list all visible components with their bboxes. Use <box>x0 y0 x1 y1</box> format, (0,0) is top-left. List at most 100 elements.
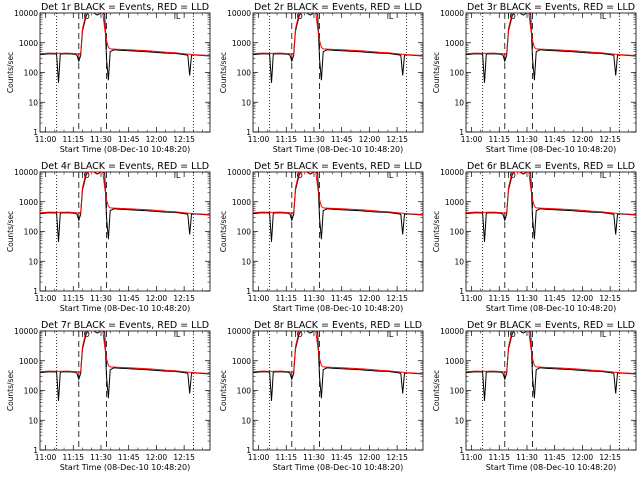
xtick-label: 12:15 <box>173 135 195 144</box>
ytick-label: 10000 <box>227 168 251 177</box>
lld-series-line <box>253 331 423 375</box>
xtick-label: 11:15 <box>488 453 510 462</box>
xtick-label: 12:00 <box>359 453 381 462</box>
xtick-label: 12:00 <box>572 294 594 303</box>
xtick-label: 12:00 <box>146 135 168 144</box>
panel-title: Det 3r BLACK = Events, RED = LLD <box>467 2 635 13</box>
ytick-label: 1000 <box>445 198 464 207</box>
panel-title: Det 2r BLACK = Events, RED = LLD <box>254 2 422 13</box>
panel-title: Det 1r BLACK = Events, RED = LLD <box>41 2 209 13</box>
series-group <box>40 172 210 242</box>
events-series-line <box>466 172 636 242</box>
xtick-label: 11:00 <box>35 453 57 462</box>
series-group <box>466 172 636 242</box>
plot-frame <box>252 330 424 451</box>
lld-series-line <box>40 172 210 216</box>
flag-marker-label: L <box>389 12 394 21</box>
detector-panel-8: Det 8r BLACK = Events, RED = LLD 1 10 100 10… <box>219 320 424 472</box>
flag-marker-label: O <box>510 171 516 180</box>
xtick-label: 11:45 <box>544 294 566 303</box>
panel-title: Det 8r BLACK = Events, RED = LLD <box>254 320 422 331</box>
xtick-label: 11:15 <box>275 135 297 144</box>
y-axis-label: Counts/sec <box>6 370 15 411</box>
events-series-line <box>40 172 210 242</box>
detector-panel-9: Det 9r BLACK = Events, RED = LLD 1 10 100 10… <box>432 320 637 472</box>
ytick-label: 10000 <box>440 327 464 336</box>
y-axis-label: Counts/sec <box>219 211 228 252</box>
ytick-label: 10 <box>454 98 464 107</box>
panel-title: Det 5r BLACK = Events, RED = LLD <box>254 161 422 172</box>
ytick-label: 1000 <box>19 357 38 366</box>
plot-frame <box>39 330 211 451</box>
ytick-label: 100 <box>450 69 465 78</box>
flag-marker-label: L <box>176 171 181 180</box>
xtick-label: 11:15 <box>62 294 84 303</box>
x-axis-label: Start Time (08-Dec-10 10:48:20) <box>486 463 617 472</box>
flag-marker-label: L <box>389 171 394 180</box>
ytick-label: 100 <box>450 387 465 396</box>
xtick-label: 11:45 <box>331 453 353 462</box>
events-series-line <box>253 172 423 242</box>
series-group <box>40 331 210 401</box>
y-axis-label: Counts/sec <box>219 370 228 411</box>
xtick-label: 11:15 <box>488 294 510 303</box>
ytick-label: 10 <box>28 416 38 425</box>
xtick-label: 11:00 <box>461 453 483 462</box>
xtick-label: 11:00 <box>461 294 483 303</box>
ytick-label: 1 <box>246 128 251 137</box>
xtick-label: 11:00 <box>35 135 57 144</box>
y-axis-label: Counts/sec <box>432 211 441 252</box>
ytick-label: 10 <box>454 416 464 425</box>
y-axis-label: Counts/sec <box>219 52 228 93</box>
xtick-label: 12:15 <box>599 453 621 462</box>
ytick-label: 1000 <box>445 357 464 366</box>
flag-marker-label: O <box>510 12 516 21</box>
ytick-label: 1 <box>33 128 38 137</box>
ytick-label: 100 <box>237 228 252 237</box>
xtick-label: 12:15 <box>386 135 408 144</box>
xtick-label: 12:15 <box>386 294 408 303</box>
xtick-label: 11:00 <box>248 453 270 462</box>
detector-panel-7: Det 7r BLACK = Events, RED = LLD 1 10 100 10… <box>6 320 211 472</box>
xtick-label: 11:45 <box>331 135 353 144</box>
x-axis-label: Start Time (08-Dec-10 10:48:20) <box>486 145 617 154</box>
xtick-label: 11:00 <box>248 294 270 303</box>
ytick-label: 10000 <box>227 9 251 18</box>
xtick-label: 12:15 <box>173 453 195 462</box>
detector-panel-3: Det 3r BLACK = Events, RED = LLD 1 10 100 10… <box>432 2 637 154</box>
x-axis-label: Start Time (08-Dec-10 10:48:20) <box>60 145 191 154</box>
flag-marker-label: O <box>84 330 90 339</box>
plot-frame <box>465 330 637 451</box>
plot-frame <box>465 171 637 292</box>
series-group <box>253 13 423 83</box>
x-axis-label: Start Time (08-Dec-10 10:48:20) <box>273 304 404 313</box>
events-series-line <box>40 331 210 401</box>
ytick-label: 100 <box>237 387 252 396</box>
ytick-label: 1 <box>459 446 464 455</box>
events-series-line <box>40 13 210 83</box>
xtick-label: 11:45 <box>544 453 566 462</box>
y-axis-label: Counts/sec <box>432 52 441 93</box>
ytick-label: 10000 <box>440 9 464 18</box>
lld-series-line <box>466 13 636 57</box>
xtick-label: 11:30 <box>516 294 538 303</box>
xtick-label: 11:30 <box>90 453 112 462</box>
xtick-label: 11:45 <box>331 294 353 303</box>
xtick-label: 11:30 <box>516 135 538 144</box>
x-axis-label: Start Time (08-Dec-10 10:48:20) <box>273 463 404 472</box>
xtick-label: 11:30 <box>90 294 112 303</box>
ytick-label: 1 <box>33 446 38 455</box>
lld-series-line <box>466 172 636 216</box>
flag-marker-label: O <box>297 12 303 21</box>
plot-frame <box>252 171 424 292</box>
xtick-label: 12:00 <box>146 453 168 462</box>
ytick-label: 100 <box>237 69 252 78</box>
series-group <box>253 331 423 401</box>
ytick-label: 1 <box>246 446 251 455</box>
xtick-label: 12:00 <box>572 453 594 462</box>
flag-marker-label: L <box>389 330 394 339</box>
ytick-label: 10 <box>241 416 251 425</box>
events-series-line <box>253 13 423 83</box>
flag-marker-label: L <box>176 330 181 339</box>
series-group <box>466 331 636 401</box>
